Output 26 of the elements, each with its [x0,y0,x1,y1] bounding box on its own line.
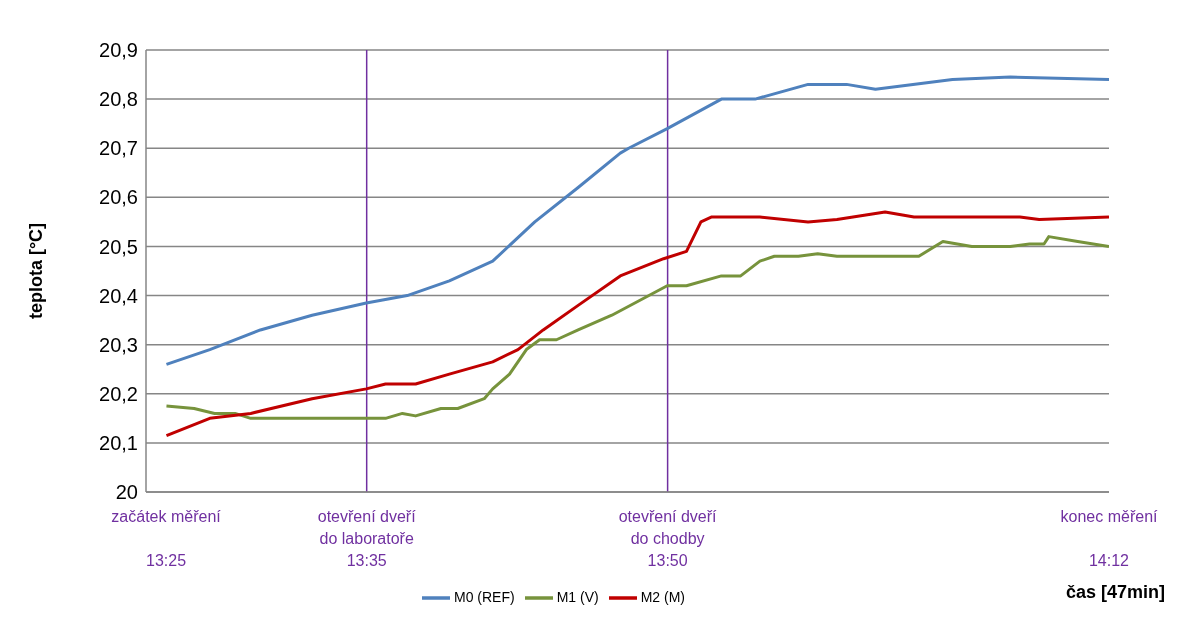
y-tick-label: 20,9 [99,39,138,62]
legend-label: M1 (V) [556,588,599,605]
x-tick-label: 13:50 [647,552,688,569]
line-series [164,235,1109,420]
text: začátek měření [111,508,222,525]
x-tick-label: 13:25 [146,552,187,569]
legend-label: M2 (M) [640,588,685,605]
y-tick-label: 20,3 [99,333,138,356]
y-tick-label: 20,8 [99,88,138,111]
ref-line-label: otevření dveří do chodby [618,508,718,547]
y-tick-label: 20,6 [99,186,138,209]
x-axis-title: čas [47min] [1065,582,1165,603]
y-tick-label: 20,2 [99,382,138,405]
y-tick-label: 20,1 [99,431,138,454]
line-series [164,210,1109,438]
legend-label: M0 (REF) [454,588,515,605]
y-tick-label: 20,7 [99,137,138,160]
y-tick-label: 20,4 [99,284,138,307]
y-axis-title: teplota [°C] [26,222,47,320]
line-series [164,75,1109,366]
y-tick-label: 20 [115,481,138,504]
y-tick-label: 20,5 [99,235,138,258]
x-tick-label: 14:12 [1088,552,1130,569]
text: konec měření [1060,508,1159,525]
x-tick-label: 13:35 [346,552,387,569]
ref-line-label: otevření dveří do laboratoře [317,508,417,547]
